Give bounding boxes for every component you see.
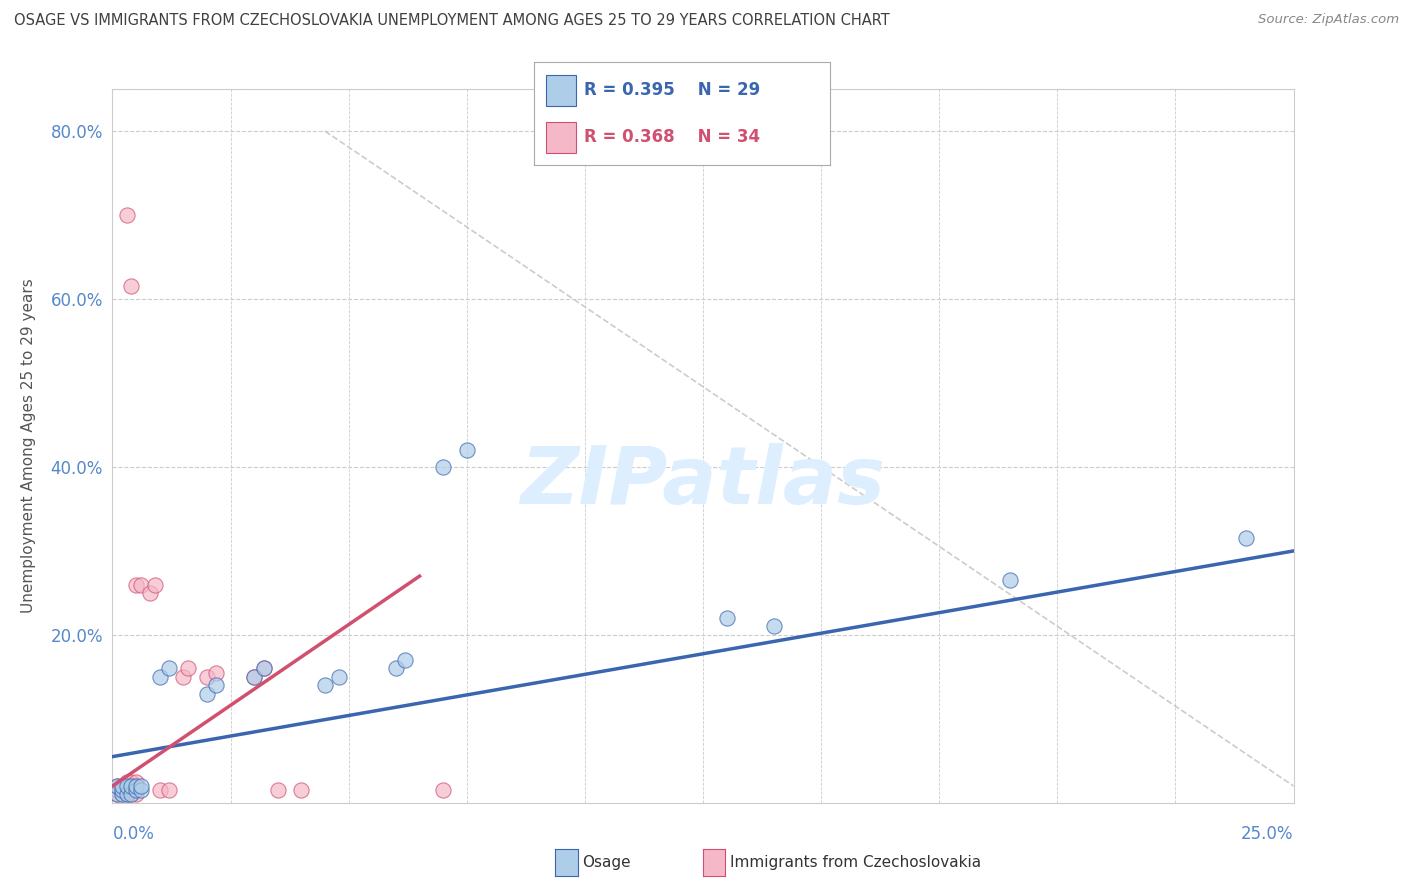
Point <box>115 783 138 797</box>
Text: 0.0%: 0.0% <box>112 825 155 843</box>
Point <box>125 783 148 797</box>
Point <box>149 670 172 684</box>
Point <box>120 788 142 802</box>
Point <box>762 619 785 633</box>
Point <box>456 443 478 458</box>
Point <box>716 611 738 625</box>
Point <box>129 577 152 591</box>
Point <box>177 661 200 675</box>
Text: OSAGE VS IMMIGRANTS FROM CZECHOSLOVAKIA UNEMPLOYMENT AMONG AGES 25 TO 29 YEARS C: OSAGE VS IMMIGRANTS FROM CZECHOSLOVAKIA … <box>14 13 890 29</box>
Point <box>243 670 266 684</box>
Point <box>115 774 138 789</box>
Text: Immigrants from Czechoslovakia: Immigrants from Czechoslovakia <box>730 855 981 870</box>
Point <box>115 779 138 793</box>
Point <box>253 661 276 675</box>
Point <box>111 779 134 793</box>
Point <box>205 665 228 680</box>
Point <box>385 661 408 675</box>
Point <box>125 779 148 793</box>
Point <box>157 783 180 797</box>
Point <box>267 783 290 797</box>
Point <box>129 779 152 793</box>
Point <box>111 783 134 797</box>
Text: Source: ZipAtlas.com: Source: ZipAtlas.com <box>1258 13 1399 27</box>
Point <box>129 783 152 797</box>
Point <box>195 670 218 684</box>
Point <box>394 653 416 667</box>
Text: Osage: Osage <box>582 855 631 870</box>
Point <box>111 783 134 797</box>
Point <box>105 779 128 793</box>
Point <box>125 774 148 789</box>
Point <box>120 279 142 293</box>
Text: R = 0.395    N = 29: R = 0.395 N = 29 <box>585 81 761 99</box>
Point <box>432 460 454 475</box>
Point <box>253 661 276 675</box>
Point <box>205 678 228 692</box>
Y-axis label: Unemployment Among Ages 25 to 29 years: Unemployment Among Ages 25 to 29 years <box>21 278 37 614</box>
Point <box>125 788 148 802</box>
Point <box>314 678 336 692</box>
Point <box>120 783 142 797</box>
Point <box>139 586 162 600</box>
Point <box>111 788 134 802</box>
Point <box>195 687 218 701</box>
Text: R = 0.368    N = 34: R = 0.368 N = 34 <box>585 128 761 146</box>
Point <box>115 779 138 793</box>
Point <box>120 788 142 802</box>
Point <box>120 774 142 789</box>
Point <box>115 208 138 222</box>
Point <box>125 779 148 793</box>
Point <box>115 788 138 802</box>
Point <box>172 670 194 684</box>
Point <box>115 788 138 802</box>
Point <box>290 783 312 797</box>
Point <box>143 577 166 591</box>
Point <box>111 788 134 802</box>
Point <box>105 779 128 793</box>
Bar <box>546 122 575 153</box>
Text: 25.0%: 25.0% <box>1241 825 1294 843</box>
Point <box>105 788 128 802</box>
Point <box>120 779 142 793</box>
Point <box>998 574 1021 588</box>
Point <box>120 779 142 793</box>
Point <box>125 577 148 591</box>
Point <box>328 670 350 684</box>
Point <box>111 779 134 793</box>
Bar <box>546 75 575 105</box>
Point <box>243 670 266 684</box>
Point <box>105 783 128 797</box>
Point <box>432 783 454 797</box>
Point <box>149 783 172 797</box>
Point <box>105 788 128 802</box>
Text: ZIPatlas: ZIPatlas <box>520 442 886 521</box>
Point <box>1234 532 1257 546</box>
Point <box>157 661 180 675</box>
